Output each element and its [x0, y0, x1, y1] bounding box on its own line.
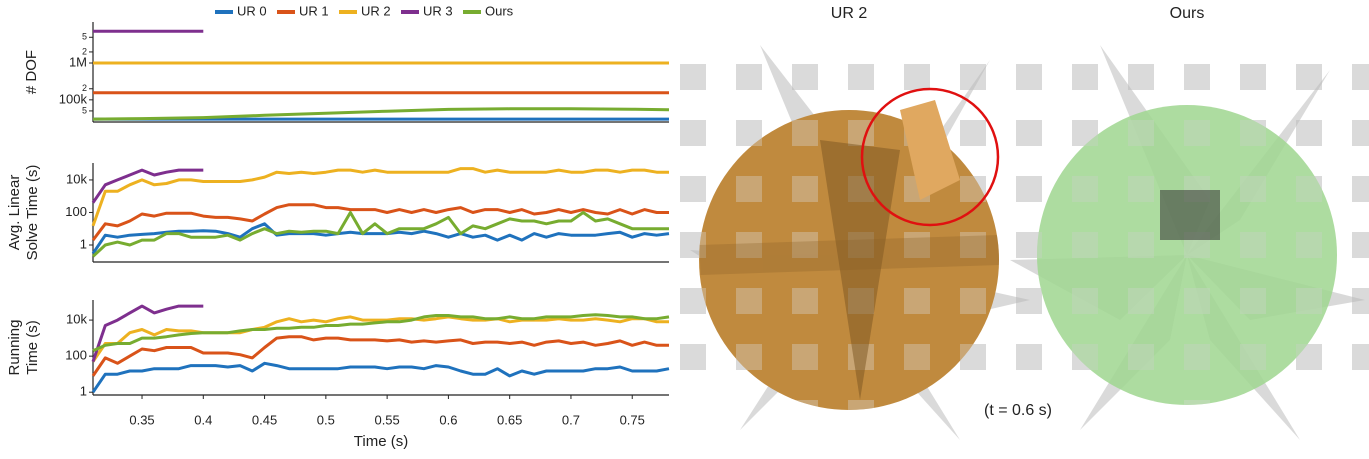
series-line: [91, 203, 669, 242]
x-tick-label: 0.4: [194, 412, 212, 427]
legend-item: UR 3: [401, 3, 453, 18]
y-tick-label: 10k: [66, 171, 87, 186]
ur2-shading: [699, 110, 999, 410]
legend-label: UR 3: [423, 3, 453, 18]
series-line: [91, 315, 669, 363]
panel-title: UR 2: [831, 5, 868, 22]
series-line: [91, 168, 204, 204]
x-tick-label: 0.65: [497, 412, 522, 427]
legend-item: UR 1: [277, 3, 329, 18]
legend-item: UR 2: [339, 3, 391, 18]
y-tick-label: 100: [65, 204, 87, 219]
y-tick-label: 2: [82, 46, 87, 56]
render-panels: UR 2 Ours (t = 0.6 s): [680, 5, 1369, 440]
y-tick-label: 5: [82, 105, 87, 115]
legend-item: UR 0: [215, 3, 267, 18]
y-axis-title: Running: [6, 320, 23, 376]
legend-label: UR 0: [237, 3, 267, 18]
y-tick-label: 100: [65, 348, 87, 363]
x-axis-title: Time (s): [354, 433, 408, 450]
legend-label: Ours: [485, 3, 514, 18]
caption: (t = 0.6 s): [984, 402, 1052, 419]
legend-item: Ours: [463, 3, 514, 18]
x-tick-label: 0.35: [129, 412, 154, 427]
y-tick-label: 2: [82, 83, 87, 93]
x-tick-label: 0.6: [439, 412, 457, 427]
y-tick-label: 1: [80, 236, 87, 251]
legend-label: UR 1: [299, 3, 329, 18]
series-line: [91, 211, 669, 258]
y-axis-title: Avg. Linear: [6, 175, 23, 251]
x-tick-label: 0.5: [317, 412, 335, 427]
x-tick-label: 0.55: [374, 412, 399, 427]
series-line: [91, 167, 669, 227]
y-tick-label: 1: [80, 384, 87, 399]
ur2-artifact: [900, 100, 960, 200]
series-line: [91, 335, 669, 377]
x-tick-label: 0.75: [620, 412, 645, 427]
y-axis-title: # DOF: [23, 50, 40, 94]
legend-label: UR 2: [361, 3, 391, 18]
ours-shading: [1037, 105, 1337, 405]
x-tick-label: 0.7: [562, 412, 580, 427]
y-tick-label: 10k: [66, 312, 87, 327]
y-axis-title: Solve Time (s): [24, 165, 41, 261]
highlight-circle: [860, 87, 1000, 227]
panel-title: Ours: [1170, 5, 1205, 22]
series-line: [91, 361, 670, 394]
y-tick-label: 1M: [69, 54, 87, 69]
y-axis-title: Time (s): [24, 320, 41, 374]
y-tick-label: 5: [82, 32, 87, 42]
series-line: [91, 222, 670, 255]
y-tick-label: 100k: [59, 91, 88, 106]
x-tick-label: 0.45: [252, 412, 277, 427]
series-line: [92, 107, 670, 121]
series-line: [91, 304, 204, 363]
series-line: [92, 313, 670, 353]
